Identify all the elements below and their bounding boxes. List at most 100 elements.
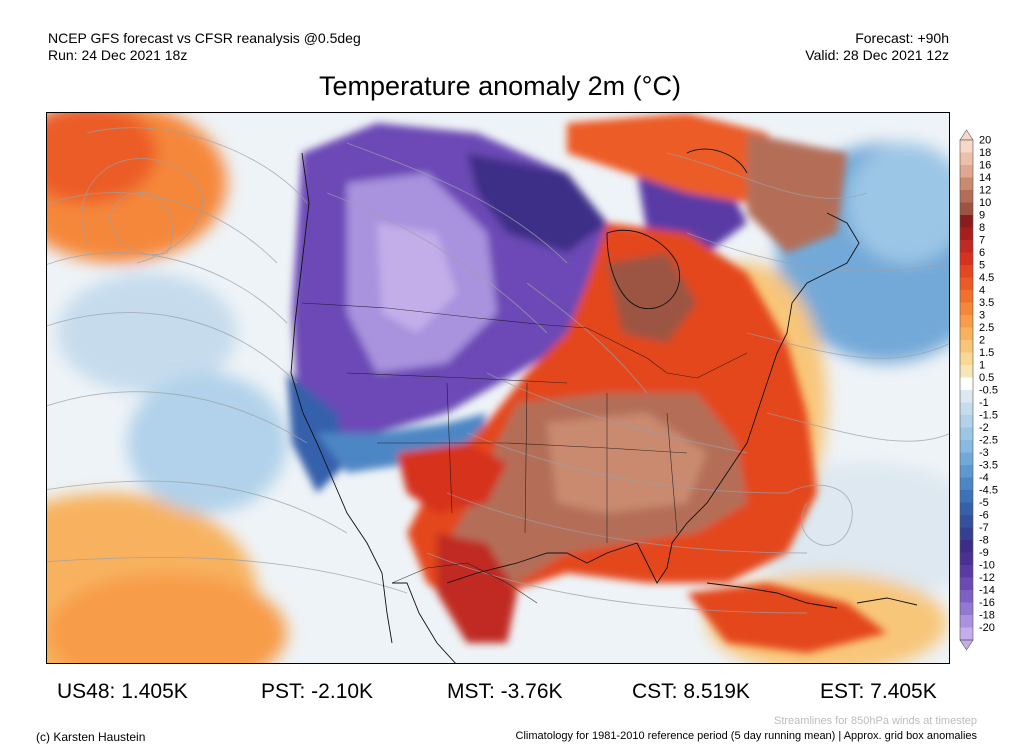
colorbar-tick-label: 10 (979, 197, 991, 209)
colorbar-swatch (960, 340, 973, 353)
colorbar-swatch (960, 415, 973, 428)
colorbar-swatch (960, 302, 973, 316)
colorbar-swatch (960, 540, 973, 553)
colorbar-swatch (960, 227, 973, 241)
colorbar-tick-label: -2 (979, 422, 989, 434)
colorbar: 20 18 16 14 12 10 9 8 7 6 5 4.5 4 3.5 3 2.5 2 1.5 1 0.5 -0.5… (958, 128, 1014, 653)
colorbar-tick-label: -1 (979, 397, 989, 409)
colorbar-tick-label: 6 (979, 247, 985, 259)
colorbar-tick-label: -3 (979, 447, 989, 459)
colorbar-swatch (960, 465, 973, 478)
streamlines (47, 127, 949, 614)
colorbar-max-arrow (959, 129, 974, 141)
colorbar-tick-label: -18 (979, 610, 995, 622)
colorbar-swatch (960, 277, 973, 291)
colorbar-swatch (960, 565, 973, 578)
colorbar-tick-label: 14 (979, 172, 991, 184)
streamlines-note: Streamlines for 850hPa winds at timestep (774, 715, 977, 727)
colorbar-swatch (960, 202, 973, 216)
colorbar-swatch (960, 502, 973, 516)
colorbar-swatch (960, 352, 973, 366)
colorbar-swatch (960, 602, 973, 616)
colorbar-tick-label: -6 (979, 510, 989, 522)
colorbar-min-arrow (959, 639, 974, 651)
colorbar-svg: 201816141210987654.543.532.521.510.5-0.5… (959, 129, 998, 651)
header-left: NCEP GFS forecast vs CFSR reanalysis @0.… (48, 30, 361, 64)
colorbar-swatch (960, 215, 973, 228)
anomaly-map (46, 112, 950, 664)
copyright: (c) Karsten Haustein (36, 730, 146, 744)
stat-us48: US48: 1.405K (57, 680, 188, 703)
colorbar-tick-label: 4 (979, 285, 985, 297)
colorbar-tick-label: 16 (979, 160, 991, 172)
colorbar-tick-label: 7 (979, 235, 985, 247)
colorbar-tick-label: -9 (979, 547, 989, 559)
colorbar-tick-label: 9 (979, 210, 985, 222)
regional-stats: US48: 1.405K PST: -2.10K MST: -3.76K CST… (46, 678, 950, 708)
colorbar-swatch (960, 140, 973, 153)
colorbar-tick-label: 3.5 (979, 297, 994, 309)
colorbar-swatch (960, 177, 973, 191)
colorbar-swatch (960, 240, 973, 253)
colorbar-tick-label: 12 (979, 185, 991, 197)
colorbar-swatch (960, 365, 973, 378)
colorbar-frame (959, 139, 974, 641)
stat-cst: CST: 8.519K (632, 680, 750, 703)
model-description: NCEP GFS forecast vs CFSR reanalysis @0.… (48, 30, 361, 46)
stat-pst: PST: -2.10K (261, 680, 374, 703)
stat-est: EST: 7.405K (820, 680, 937, 703)
valid-time: Valid: 28 Dec 2021 12z (805, 47, 949, 63)
colorbar-tick-label: -10 (979, 560, 995, 572)
colorbar-swatch (960, 327, 973, 341)
colorbar-tick-label: -4 (979, 472, 989, 484)
colorbar-tick-label: -12 (979, 572, 995, 584)
colorbar-swatch (960, 627, 973, 641)
colorbar-tick-label: -5 (979, 497, 989, 509)
colorbar-swatch (960, 440, 973, 453)
colorbar-swatch (960, 490, 973, 503)
colorbar-tick-label: -7 (979, 522, 989, 534)
colorbar-tick-label: -0.5 (979, 385, 998, 397)
colorbar-swatch (960, 165, 973, 178)
colorbar-swatch (960, 390, 973, 403)
colorbar-tick-label: -2.5 (979, 435, 998, 447)
colorbar-swatch (960, 265, 973, 278)
colorbar-swatch (960, 527, 973, 541)
colorbar-swatch (960, 290, 973, 303)
colorbar-swatch (960, 190, 973, 203)
colorbar-tick-label: -8 (979, 535, 989, 547)
colorbar-tick-label: 8 (979, 222, 985, 234)
colorbar-swatch (960, 252, 973, 266)
run-time: Run: 24 Dec 2021 18z (48, 47, 188, 63)
colorbar-tick-label: 18 (979, 147, 991, 159)
colorbar-tick-label: -3.5 (979, 460, 998, 472)
colorbar-tick-label: -20 (979, 622, 995, 634)
colorbar-swatch (960, 315, 973, 328)
political-borders (301, 302, 748, 604)
colorbar-tick-label: 4.5 (979, 272, 994, 284)
colorbar-swatch (960, 452, 973, 466)
colorbar-tick-label: 2 (979, 335, 985, 347)
colorbar-swatch (960, 477, 973, 491)
colorbar-tick-label: 1 (979, 360, 985, 372)
climatology-note: Climatology for 1981-2010 reference peri… (515, 730, 977, 742)
colorbar-swatch (960, 577, 973, 591)
colorbar-tick-label: -4.5 (979, 485, 998, 497)
colorbar-swatch (960, 590, 973, 603)
map-title: Temperature anomaly 2m (°C) (319, 71, 681, 101)
colorbar-tick-label: 20 (979, 135, 991, 147)
colorbar-swatch (960, 427, 973, 441)
colorbar-swatch (960, 515, 973, 528)
land-anomaly-blobs (287, 113, 887, 653)
header-right: Forecast: +90h Valid: 28 Dec 2021 12z (805, 30, 949, 64)
colorbar-tick-label: 3 (979, 310, 985, 322)
colorbar-swatch (960, 552, 973, 566)
colorbar-tick-label: -16 (979, 597, 995, 609)
anomaly-field (47, 113, 949, 663)
colorbar-swatch (960, 615, 973, 628)
colorbar-tick-label: -14 (979, 585, 995, 597)
colorbar-swatch (960, 152, 973, 166)
forecast-hour: Forecast: +90h (855, 30, 949, 46)
colorbar-tick-label: -1.5 (979, 410, 998, 422)
colorbar-swatch (960, 402, 973, 416)
